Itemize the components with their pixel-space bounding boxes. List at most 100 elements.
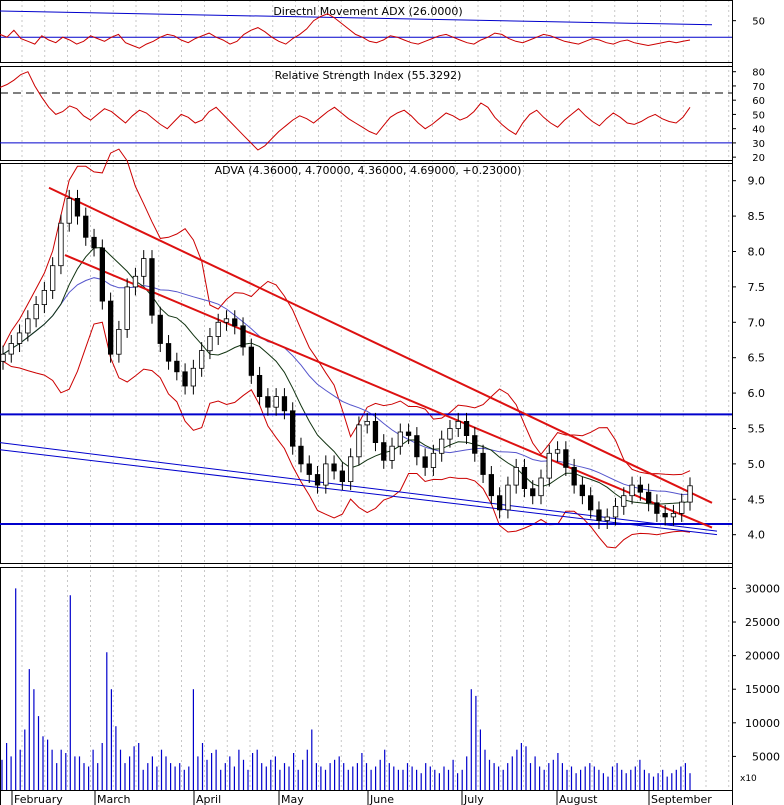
candle <box>480 452 486 475</box>
candle <box>66 197 72 224</box>
candle <box>505 484 511 511</box>
y-tick-label: 50 <box>752 17 765 28</box>
candle <box>381 442 387 461</box>
candle <box>629 484 635 497</box>
candle <box>637 484 643 493</box>
candle <box>314 474 321 486</box>
x-tick-label: May <box>281 793 304 805</box>
adx-panel: Directnl Movement ADX (26.0000) <box>0 5 732 49</box>
candle <box>215 321 221 337</box>
y-tick-label: 7.5 <box>748 281 766 294</box>
candle <box>132 275 139 288</box>
candle <box>116 328 122 355</box>
candle <box>339 470 346 483</box>
candle <box>83 215 89 238</box>
candle <box>447 428 453 440</box>
x-tick-label: July <box>463 793 484 805</box>
candle <box>240 325 246 348</box>
candle <box>141 258 147 277</box>
y-tick-label: 50 <box>752 110 765 121</box>
y-tick-label: 20 <box>752 153 765 164</box>
candle <box>50 265 56 291</box>
candle <box>397 431 404 447</box>
y-tick-label: 40 <box>752 125 765 136</box>
y-tick-label: 5000 <box>752 750 780 763</box>
candle <box>430 452 437 468</box>
y-tick-label: 7.0 <box>748 316 766 329</box>
candle <box>232 318 238 327</box>
candle <box>588 495 594 511</box>
candle <box>538 477 544 497</box>
candle <box>405 431 412 436</box>
candle <box>165 343 172 362</box>
candle <box>289 410 296 447</box>
adx-title: Directnl Movement ADX (26.0000) <box>273 5 462 18</box>
candle <box>612 505 619 518</box>
x-tick-label: August <box>559 793 598 805</box>
candle <box>174 360 180 373</box>
candle <box>579 484 585 497</box>
candle <box>571 466 577 486</box>
candle <box>463 420 470 436</box>
candle <box>124 286 130 330</box>
y-tick-label: 15000 <box>745 683 780 696</box>
adx-line <box>0 13 691 49</box>
vertical-grid <box>21 0 730 790</box>
bollinger-lower <box>2 321 691 549</box>
x-tick-label: February <box>14 793 63 805</box>
candle <box>157 314 163 344</box>
y-tick-label: 70 <box>752 82 765 93</box>
candle <box>306 463 312 475</box>
candle <box>298 445 304 465</box>
candle <box>0 353 6 362</box>
trend-line <box>48 186 713 504</box>
candle <box>372 420 379 443</box>
y-tick-label: 30000 <box>745 582 780 595</box>
trend-line <box>64 254 713 529</box>
candle <box>182 371 188 387</box>
price-panel: ADVA (4.36000, 4.70000, 4.36000, 4.69000… <box>0 148 732 549</box>
candle <box>679 501 685 514</box>
candle <box>33 304 39 320</box>
candle <box>323 463 329 486</box>
y-tick-label: 20000 <box>745 650 780 663</box>
candle <box>654 502 660 514</box>
candle <box>58 222 64 267</box>
y-tick-label: 4.5 <box>748 493 766 506</box>
candle <box>223 318 230 323</box>
candle <box>356 424 362 458</box>
candle <box>41 289 47 305</box>
price-title: ADVA (4.36000, 4.70000, 4.36000, 4.69000… <box>215 164 522 177</box>
candle <box>646 491 652 504</box>
candle <box>25 318 31 334</box>
candle <box>546 452 552 479</box>
y-tick-label: 8.5 <box>748 210 766 223</box>
panel-frames <box>0 0 733 805</box>
y-tick-label: 5.0 <box>748 458 766 471</box>
candle <box>554 449 561 454</box>
candle <box>248 346 255 376</box>
candle <box>91 236 97 249</box>
candle <box>521 466 528 489</box>
candle <box>687 485 693 503</box>
y-tick-label: 8.0 <box>748 245 766 258</box>
candle <box>347 456 354 482</box>
candle <box>364 420 370 426</box>
candle <box>198 350 205 369</box>
candle <box>256 374 263 397</box>
candle <box>414 435 420 458</box>
candle <box>670 513 677 518</box>
candle <box>472 435 478 454</box>
candle <box>455 420 461 429</box>
candle <box>662 513 668 518</box>
rsi-title: Relative Strength Index (55.3292) <box>275 69 462 82</box>
moving-average-long <box>2 277 691 496</box>
y-tick-label: 6.5 <box>748 352 766 365</box>
candle <box>563 449 569 468</box>
rsi-panel: Relative Strength Index (55.3292) <box>0 69 732 151</box>
y-tick-label: 5.5 <box>748 422 766 435</box>
candle <box>281 396 288 412</box>
y-tick-label: 25000 <box>745 616 780 629</box>
candle <box>513 466 519 486</box>
